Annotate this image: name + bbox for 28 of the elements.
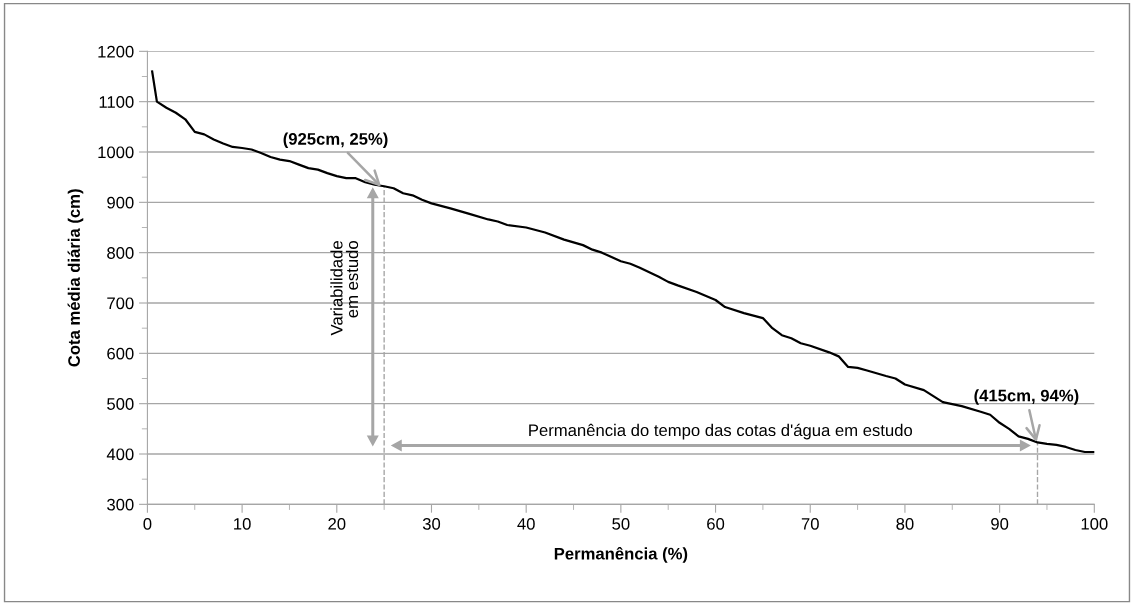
y-tick-label: 1200: [98, 45, 134, 58]
x-axis-title: Permanência (%): [554, 546, 688, 563]
y-tick-label: 400: [106, 448, 134, 461]
y-tick-label: 900: [107, 196, 134, 209]
x-tick-label: 90: [991, 517, 1009, 530]
y-tick-label: 1000: [98, 146, 134, 159]
annotation: (415cm, 94%): [974, 389, 1079, 405]
x-tick-label: 0: [143, 517, 152, 530]
y-tick-label: 800: [107, 247, 134, 259]
line-series: [151, 70, 1095, 454]
x-tick-label: 40: [517, 517, 535, 530]
annotation: Variabilidade em estudo: [330, 241, 359, 336]
y-tick-label: 600: [107, 347, 134, 360]
y-tick-label: 1100: [99, 96, 134, 108]
y-tick-label: 300: [107, 498, 134, 511]
y-axis-title: Cota média diária (cm): [67, 189, 84, 367]
x-tick-label: 30: [422, 517, 441, 530]
x-tick-label: 70: [801, 517, 819, 530]
x-tick-label: 100: [1081, 517, 1108, 530]
x-tick-label: 50: [612, 517, 630, 530]
annotation: (925cm, 25%): [283, 132, 388, 149]
x-tick-label: 10: [234, 517, 251, 530]
annotation: Permanência do tempo das cotas d'água em estudo: [529, 423, 913, 440]
x-tick-label: 60: [707, 517, 725, 530]
y-tick-label: 500: [107, 398, 134, 410]
x-tick-label: 80: [896, 517, 914, 530]
y-tick-label: 700: [107, 297, 134, 310]
x-tick-label: 20: [328, 517, 346, 530]
